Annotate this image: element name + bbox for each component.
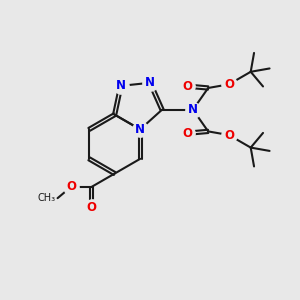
Text: O: O [224, 129, 234, 142]
Text: O: O [66, 180, 76, 193]
Text: CH₃: CH₃ [38, 193, 56, 203]
Text: N: N [116, 80, 126, 92]
Text: O: O [224, 78, 234, 91]
Text: N: N [135, 123, 145, 136]
Text: O: O [87, 201, 97, 214]
Text: N: N [145, 76, 155, 89]
Text: O: O [182, 80, 192, 93]
Text: O: O [182, 127, 192, 140]
Text: N: N [188, 103, 198, 116]
